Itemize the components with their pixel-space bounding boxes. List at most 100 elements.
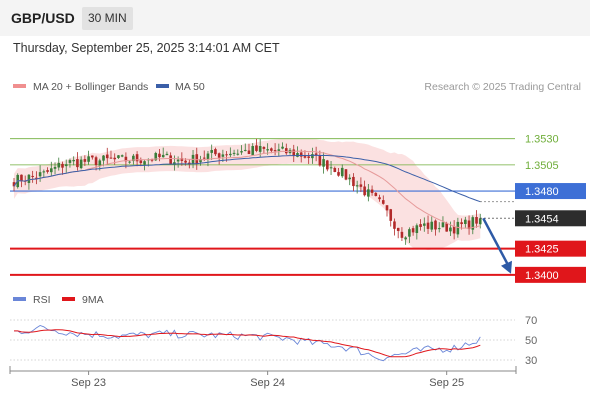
- candle-body: [232, 152, 236, 154]
- candle-body: [303, 156, 307, 158]
- bollinger-legend-swatch: [13, 84, 26, 88]
- candle-body: [378, 197, 381, 200]
- candle-body: [79, 159, 83, 169]
- candle-body: [229, 153, 232, 156]
- timestamp: Thursday, September 25, 2025 3:14:01 AM …: [13, 41, 280, 55]
- candle-body: [270, 148, 273, 151]
- candle-body: [337, 172, 340, 176]
- candle-body: [225, 154, 228, 156]
- candle-body: [367, 189, 370, 197]
- rsi-level-label-30: 30: [525, 355, 537, 367]
- candle-body: [195, 154, 199, 164]
- rsi-legend: RSI 9MA: [13, 294, 104, 306]
- candle-body: [50, 168, 53, 173]
- rsi-ma-line: [14, 329, 481, 358]
- candle-body: [415, 225, 419, 234]
- candle-body: [273, 150, 277, 152]
- candle-body: [42, 171, 46, 173]
- candle-body: [139, 160, 143, 164]
- candle-body: [445, 223, 448, 232]
- candle-body: [240, 151, 243, 153]
- candle-body: [102, 155, 105, 161]
- rsi-level-label-70: 70: [525, 315, 537, 327]
- candle-body: [326, 160, 329, 170]
- candle-body: [169, 155, 172, 165]
- support-tag-3: [515, 240, 586, 257]
- candle-body: [158, 153, 161, 158]
- time-axis: Sep 23 Sep 24 Sep 25: [9, 366, 517, 389]
- candle-body: [154, 153, 158, 161]
- candle-body: [389, 209, 393, 221]
- candle-body: [105, 154, 109, 159]
- candle-body: [434, 220, 437, 230]
- candle-body: [176, 159, 180, 162]
- candle-body: [437, 228, 441, 230]
- candle-body: [456, 221, 460, 235]
- candle-body: [243, 149, 247, 151]
- candle-body: [284, 148, 288, 154]
- bollinger-legend-label: MA 20 + Bollinger Bands: [33, 81, 148, 93]
- candle-body: [109, 157, 113, 159]
- candle-body: [314, 153, 318, 155]
- candle-body: [452, 226, 456, 234]
- candle-body: [329, 167, 333, 169]
- rsi-level-label-50: 50: [525, 335, 537, 347]
- candle-body: [38, 172, 42, 177]
- timeframe-badge[interactable]: 30 MIN: [82, 7, 133, 30]
- candle-body: [98, 160, 102, 166]
- candle-body: [441, 222, 445, 228]
- candle-body: [199, 159, 202, 163]
- candle-body: [31, 175, 34, 177]
- candle-body: [258, 146, 262, 152]
- candle-body: [64, 164, 68, 167]
- candle-body: [83, 159, 87, 162]
- candles: [12, 138, 482, 245]
- candle-body: [449, 227, 452, 232]
- last-price-tag: [515, 210, 586, 227]
- candle-body: [94, 157, 98, 166]
- legend: MA 20 + Bollinger Bands MA 50 Research ©…: [13, 81, 581, 93]
- candle-body: [281, 146, 284, 149]
- candle-body: [404, 237, 407, 240]
- forecast-arrow-shaft: [482, 217, 511, 268]
- candle-body: [385, 205, 389, 211]
- forecast-arrow-head: [501, 260, 512, 274]
- candle-body: [117, 155, 120, 158]
- candle-body: [348, 177, 351, 180]
- candle-body: [423, 223, 426, 226]
- candle-body: [292, 149, 296, 157]
- candle-body: [475, 217, 478, 224]
- candle-body: [91, 155, 94, 158]
- candle-body: [68, 160, 72, 163]
- pivot-tag-2: [515, 183, 586, 200]
- candle-body: [251, 146, 255, 156]
- candle-body: [352, 176, 355, 187]
- rsi-panel: 70 50 30: [10, 315, 537, 367]
- candle-body: [255, 145, 258, 151]
- candle-body: [400, 231, 404, 238]
- candle-body: [53, 166, 57, 169]
- candle-body: [296, 153, 299, 157]
- chart-header: GBP/USD 30 MIN: [0, 0, 590, 36]
- ma20-line: [13, 150, 481, 229]
- ma50-legend-label: MA 50: [175, 81, 205, 93]
- candle-body: [299, 152, 303, 157]
- candle-body: [262, 147, 266, 149]
- candle-body: [161, 154, 165, 158]
- candle-body: [236, 153, 240, 155]
- candle-body: [333, 168, 337, 172]
- candle-body: [430, 221, 434, 230]
- rsi-legend-swatch: [13, 297, 26, 301]
- moving-averages: [13, 150, 481, 229]
- candle-body: [419, 224, 422, 227]
- credit-text: Research © 2025 Trading Central: [424, 81, 581, 93]
- candle-body: [143, 161, 146, 165]
- candle-body: [464, 219, 467, 224]
- candle-body: [210, 150, 213, 153]
- symbol-title: GBP/USD: [11, 10, 75, 26]
- support-label-4: 1.3400: [525, 270, 559, 282]
- candle-body: [277, 149, 281, 151]
- candle-body: [180, 158, 184, 161]
- rsi-ma-legend-swatch: [62, 297, 75, 301]
